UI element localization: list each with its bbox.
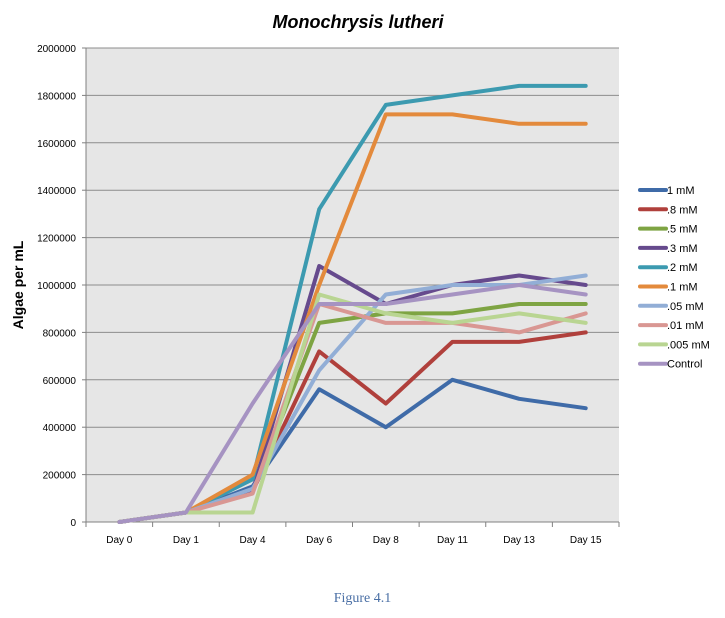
legend: 1 mM .8 mM .5 mM .3 mM .2 mM .1 mM .05 mM .01 m… — [638, 185, 710, 371]
legend-label: .2 mM — [667, 262, 698, 274]
y-tick-label: 600000 — [43, 376, 77, 387]
x-tick-label: Day 13 — [503, 535, 535, 546]
legend-label: .8 mM — [667, 204, 698, 216]
x-tick-label: Day 15 — [570, 535, 602, 546]
y-tick-label: 1200000 — [37, 234, 76, 245]
y-tick-label: 1000000 — [37, 281, 76, 292]
y-tick-label: 400000 — [43, 423, 77, 434]
x-tick-label: Day 8 — [373, 535, 400, 546]
legend-label: 1 mM — [667, 185, 695, 197]
legend-label: .1 mM — [667, 282, 698, 294]
y-tick-label: 1600000 — [37, 139, 76, 150]
y-tick-label: 2000000 — [37, 44, 76, 55]
chart-title: Monochrysis lutheri — [272, 12, 444, 32]
figure-caption: Figure 4.1 — [333, 591, 392, 606]
legend-label: .5 mM — [667, 224, 698, 236]
y-tick-label: 1400000 — [37, 186, 76, 197]
y-tick-label: 1800000 — [37, 91, 76, 102]
line-chart: Monochrysis lutheri 0 200000 400000 600000 8… — [10, 12, 710, 546]
x-tick-label: Day 11 — [437, 535, 468, 546]
x-tick-label: Day 1 — [173, 535, 200, 546]
x-axis-ticks: Day 0 Day 1 Day 4 Day 6 Day 8 Day 11 Day 13 Day… — [85, 522, 620, 546]
series-lines — [117, 83, 588, 524]
series-line-7 — [117, 302, 588, 524]
y-tick-label: 200000 — [43, 471, 77, 482]
legend-label: .01 mM — [667, 320, 704, 332]
legend-label: .3 mM — [667, 243, 698, 255]
series-line-5 — [117, 112, 588, 524]
y-axis-ticks: 0 200000 400000 600000 800000 1000000 1200000 1… — [37, 44, 86, 529]
x-tick-label: Day 0 — [106, 535, 133, 546]
legend-label: .05 mM — [667, 301, 704, 313]
y-axis-label: Algae per mL — [10, 240, 26, 329]
legend-label: .005 mM — [667, 339, 710, 351]
y-tick-label: 0 — [70, 518, 76, 529]
x-tick-label: Day 6 — [306, 535, 333, 546]
axes — [85, 48, 619, 523]
x-tick-label: Day 4 — [240, 535, 267, 546]
y-tick-label: 800000 — [43, 328, 77, 339]
legend-label: Control — [667, 359, 702, 371]
series-line-9 — [117, 283, 588, 524]
